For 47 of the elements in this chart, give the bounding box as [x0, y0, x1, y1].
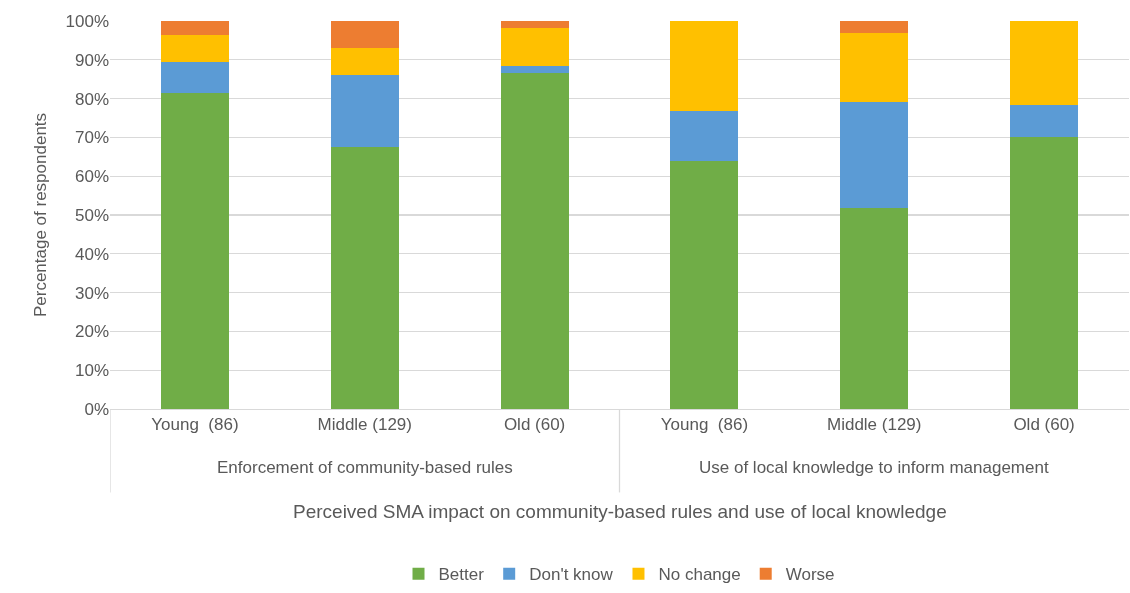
bar [840, 207, 909, 409]
y-tick-label: 60% [74, 167, 109, 187]
bar [1010, 21, 1079, 106]
y-tick-label: 80% [74, 89, 109, 109]
bar [330, 147, 399, 409]
bar [670, 111, 739, 161]
bar [840, 102, 909, 208]
bar [500, 66, 569, 73]
bar [330, 21, 399, 49]
bar [160, 93, 229, 409]
x-tick-label: Old (60) [1013, 415, 1075, 435]
legend-label: No change [658, 565, 741, 585]
legend-label: Don't know [529, 565, 614, 585]
x-tick-label: Middle (129) [317, 415, 412, 435]
bar [840, 33, 909, 103]
y-tick-label: 10% [74, 361, 109, 381]
x-tick-label: Young (86) [151, 415, 239, 435]
bar [670, 21, 739, 112]
text: Use of local knowledge to inform management [699, 458, 1049, 477]
bar [500, 72, 569, 409]
bar [500, 21, 569, 28]
bar [160, 34, 229, 62]
x-tick-label: Young (86) [660, 415, 749, 435]
y-tick-label: 20% [74, 322, 109, 342]
y-tick-label: 50% [74, 205, 109, 225]
x-tick-label: Old (60) [503, 415, 566, 435]
y-tick-label: 70% [74, 128, 109, 148]
bar [670, 160, 739, 409]
y-tick-label: 0% [84, 399, 109, 419]
bar [160, 61, 229, 94]
x-tick-label: Middle (129) [827, 415, 922, 435]
legend-label: Better [438, 565, 485, 585]
bar [840, 21, 909, 34]
bar [500, 27, 569, 67]
y-tick-label: 40% [74, 244, 109, 264]
text: Enforcement of community-based rules [217, 458, 513, 477]
y-tick-label: 100% [65, 11, 109, 31]
y-tick-label: 30% [74, 283, 109, 303]
x-axis-title: Perceived SMA impact on community-based rules and use of local knowledge [293, 501, 947, 522]
bar [330, 48, 399, 76]
y-tick-label: 90% [74, 50, 109, 70]
bar [330, 75, 399, 148]
bar [160, 21, 229, 35]
bar [1010, 137, 1079, 409]
legend-label: Worse [785, 565, 835, 585]
bar [1010, 105, 1079, 138]
y-axis-title: Percentage of respondents [31, 112, 51, 318]
